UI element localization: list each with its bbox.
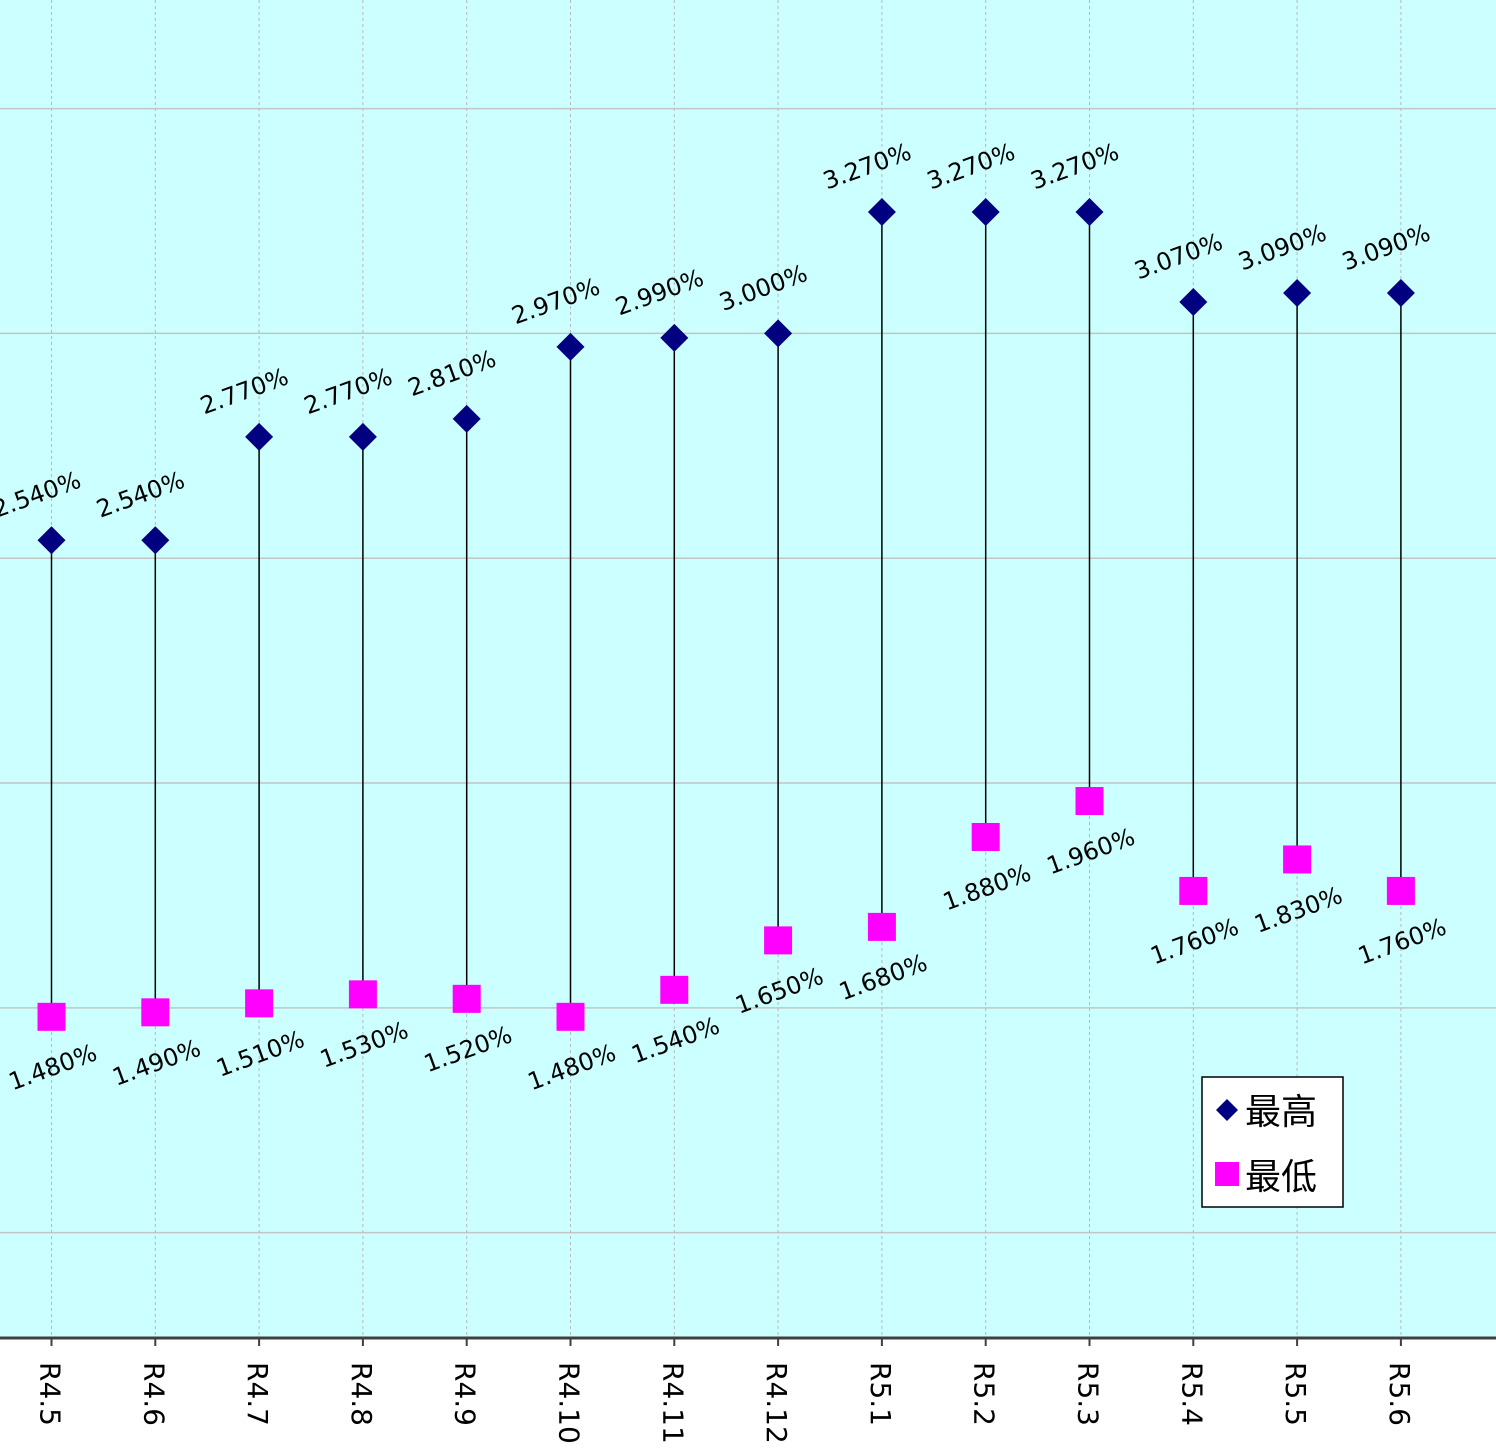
low-point bbox=[1386, 876, 1415, 905]
low-point bbox=[556, 1002, 585, 1031]
high-point bbox=[556, 332, 585, 361]
axis-area bbox=[0, 1340, 1496, 1450]
legend-box bbox=[1201, 1076, 1344, 1208]
x-tick-label: R4.12 bbox=[760, 1362, 793, 1444]
high-point bbox=[1283, 278, 1312, 307]
high-point bbox=[141, 526, 170, 555]
x-tick-label: R5.6 bbox=[1383, 1362, 1416, 1426]
legend-high-marker bbox=[1216, 1099, 1238, 1121]
low-point bbox=[245, 989, 274, 1018]
x-tick-label: R4.11 bbox=[656, 1362, 689, 1444]
low-point bbox=[1075, 787, 1104, 816]
high-point bbox=[348, 422, 377, 451]
x-tick-label: R5.3 bbox=[1072, 1362, 1105, 1426]
high-point bbox=[971, 198, 1000, 227]
x-tick-label: R5.2 bbox=[968, 1362, 1001, 1426]
low-point bbox=[971, 822, 1000, 851]
low-point bbox=[452, 984, 481, 1013]
x-tick-label: R5.5 bbox=[1279, 1362, 1312, 1426]
low-point bbox=[141, 998, 170, 1027]
x-tick-label: R5.4 bbox=[1175, 1362, 1208, 1426]
high-point bbox=[867, 198, 896, 227]
low-point bbox=[1283, 845, 1312, 874]
legend-low-label: 最低 bbox=[1245, 1157, 1317, 1198]
high-point bbox=[452, 404, 481, 433]
x-tick-label: R5.1 bbox=[864, 1362, 897, 1426]
high-point bbox=[764, 319, 793, 348]
x-tick-label: R4.8 bbox=[345, 1362, 378, 1426]
low-point bbox=[348, 980, 377, 1009]
x-tick-label: R4.5 bbox=[34, 1362, 67, 1426]
legend-high-label: 最高 bbox=[1245, 1092, 1317, 1133]
low-point bbox=[764, 926, 793, 955]
x-tick-label: R4.6 bbox=[137, 1362, 170, 1426]
high-point bbox=[1179, 287, 1208, 316]
high-point bbox=[37, 526, 66, 555]
x-tick-label: R4.10 bbox=[553, 1362, 586, 1444]
high-point bbox=[1386, 278, 1415, 307]
high-point bbox=[245, 422, 274, 451]
low-point bbox=[37, 1002, 66, 1031]
low-point bbox=[867, 912, 896, 941]
high-point bbox=[660, 323, 689, 352]
x-tick-label: R4.9 bbox=[449, 1362, 482, 1426]
low-point bbox=[1179, 876, 1208, 905]
high-point bbox=[1075, 198, 1104, 227]
legend-low-marker bbox=[1215, 1162, 1239, 1186]
x-tick-label: R4.7 bbox=[241, 1362, 274, 1426]
low-point bbox=[660, 975, 689, 1004]
